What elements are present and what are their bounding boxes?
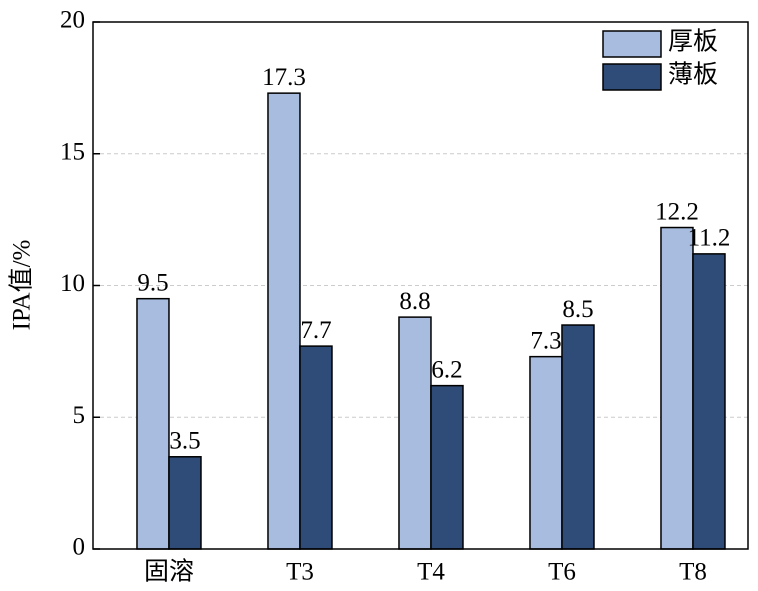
legend-label: 薄板 — [668, 61, 718, 89]
bar — [561, 324, 595, 550]
data-label: 11.2 — [688, 225, 731, 252]
data-label: 8.5 — [562, 296, 593, 323]
x-tick-label: T6 — [548, 559, 576, 586]
bar — [299, 345, 333, 550]
data-label: 3.5 — [169, 428, 200, 455]
x-tick-label: T8 — [679, 559, 707, 586]
y-tick-label: 5 — [73, 402, 86, 429]
bar — [430, 384, 464, 550]
bar — [398, 316, 432, 550]
data-label: 7.3 — [530, 327, 561, 354]
plot-frame — [92, 21, 749, 550]
bar — [267, 92, 301, 550]
legend-swatch — [602, 63, 662, 91]
x-tick-label: T3 — [286, 559, 314, 586]
bar — [692, 253, 726, 550]
y-axis-label: IPA值/% — [8, 240, 36, 331]
bar — [529, 355, 563, 550]
bar — [660, 226, 694, 550]
data-label: 6.2 — [431, 356, 462, 383]
data-label: 12.2 — [655, 198, 699, 225]
x-tick-label: 固溶 — [144, 558, 194, 586]
data-label: 9.5 — [137, 269, 168, 296]
y-tick-label: 15 — [60, 138, 85, 165]
data-label: 7.7 — [300, 317, 331, 344]
bar — [168, 456, 202, 550]
y-tick-label: 10 — [60, 270, 85, 297]
data-label: 8.8 — [399, 288, 430, 315]
bar — [136, 297, 170, 550]
data-label: 17.3 — [262, 64, 306, 91]
y-tick-label: 0 — [73, 534, 86, 561]
y-tick-label: 20 — [60, 7, 85, 34]
legend-label: 厚板 — [668, 28, 718, 56]
x-tick-label: T4 — [417, 559, 445, 586]
legend-swatch — [602, 30, 662, 58]
